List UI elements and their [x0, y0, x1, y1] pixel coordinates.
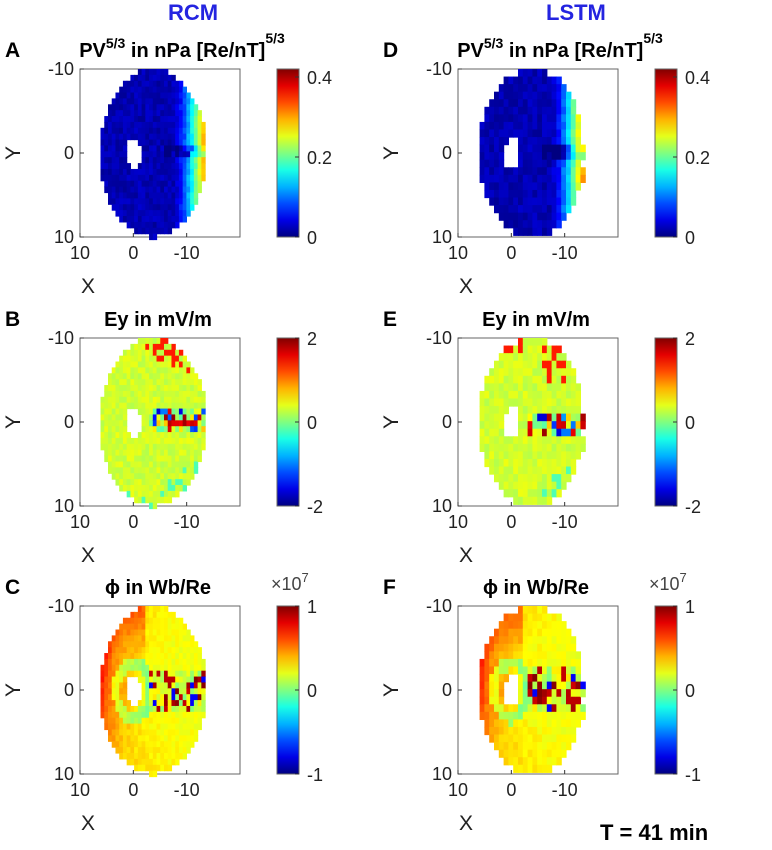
colorbar-multiplier: ×107 [271, 570, 309, 594]
y-axis-label: Y [2, 415, 25, 429]
x-tick-label: -10 [174, 780, 200, 800]
y-tick-label: 0 [442, 680, 452, 700]
colorbar-tick-label: 0 [307, 681, 317, 701]
y-axis-label: Y [380, 683, 403, 697]
y-tick-label: -10 [426, 328, 452, 348]
colorbar-tick-label: 1 [685, 597, 695, 617]
panel-d: D PV5/3 in nPa [Re/nT]5/3 10 0 -10 -10 0 10 X Y 0 0… [380, 30, 710, 298]
y-axis-label: Y [380, 146, 403, 160]
x-axis-label: X [459, 275, 473, 298]
x-tick-label: 0 [506, 512, 516, 532]
panel-letter: D [383, 39, 398, 62]
colorbar-tick-label: -1 [307, 765, 323, 785]
y-tick-label: -10 [48, 596, 74, 616]
x-tick-label: 0 [128, 512, 138, 532]
y-tick-label: 10 [432, 496, 452, 516]
panel-letter: A [5, 39, 20, 62]
x-tick-label: -10 [552, 512, 578, 532]
y-axis-label: Y [2, 146, 25, 160]
colorbar-tick-label: 0 [307, 413, 317, 433]
colorbar-tick-label: 0.2 [307, 148, 332, 168]
x-axis-label: X [81, 812, 95, 835]
y-axis-label: Y [2, 683, 25, 697]
colorbar-tick-label: 0 [307, 228, 317, 248]
y-tick-label: 10 [54, 764, 74, 784]
colorbar-tick-label: -2 [685, 497, 701, 517]
x-tick-label: 10 [70, 243, 90, 263]
panel-title: ϕ in Wb/Re [105, 577, 211, 599]
panel-b: B Ey in mV/m 10 0 -10 -10 0 10 X Y -2 0 2 [2, 308, 323, 567]
time-label: T = 41 min [600, 820, 709, 845]
panel-a: A PV5/3 in nPa [Re/nT]5/3 10 0 -10 -10 0 10 X Y 0 0… [2, 30, 332, 298]
x-axis-label: X [459, 544, 473, 567]
panel-title: PV5/3 in nPa [Re/nT]5/3 [79, 30, 285, 62]
y-tick-label: 0 [442, 143, 452, 163]
x-tick-label: -10 [552, 780, 578, 800]
x-tick-label: 0 [506, 780, 516, 800]
panel-e: E Ey in mV/m 10 0 -10 -10 0 10 X Y -2 0 2 [380, 308, 701, 567]
y-tick-label: 10 [432, 227, 452, 247]
y-tick-label: 10 [54, 227, 74, 247]
y-tick-label: -10 [426, 596, 452, 616]
x-axis-label: X [81, 275, 95, 298]
colorbar-tick-label: 2 [685, 329, 695, 349]
colorbar-tick-label: -1 [685, 765, 701, 785]
colorbar-tick-label: -2 [307, 497, 323, 517]
x-tick-label: -10 [174, 243, 200, 263]
colorbar-tick-label: 0 [685, 228, 695, 248]
x-tick-label: 10 [448, 780, 468, 800]
y-axis-label: Y [380, 415, 403, 429]
panel-letter: C [5, 576, 20, 599]
colorbar-tick-label: 0.2 [685, 148, 710, 168]
colorbar-tick-label: 0 [685, 413, 695, 433]
y-tick-label: 0 [64, 412, 74, 432]
colorbar [276, 68, 300, 238]
y-tick-label: 0 [64, 680, 74, 700]
panel-title: PV5/3 in nPa [Re/nT]5/3 [457, 30, 663, 62]
x-tick-label: 0 [506, 243, 516, 263]
panel-letter: B [5, 308, 20, 331]
colorbar-multiplier: ×107 [649, 570, 687, 594]
panel-title: ϕ in Wb/Re [483, 577, 589, 599]
panel-title: Ey in mV/m [104, 309, 212, 331]
x-tick-label: 0 [128, 243, 138, 263]
y-tick-label: 10 [54, 496, 74, 516]
x-tick-label: -10 [552, 243, 578, 263]
colorbar-tick-label: 1 [307, 597, 317, 617]
x-tick-label: -10 [174, 512, 200, 532]
y-tick-label: -10 [48, 328, 74, 348]
colorbar-tick-label: 2 [307, 329, 317, 349]
heatmap-cells [479, 338, 586, 505]
heatmap-cells [100, 338, 206, 510]
heatmap-cells [100, 606, 206, 778]
y-tick-label: -10 [426, 59, 452, 79]
y-tick-label: -10 [48, 59, 74, 79]
panel-letter: E [383, 308, 397, 331]
x-tick-label: 10 [70, 780, 90, 800]
colorbar [654, 68, 678, 238]
x-tick-label: 10 [448, 243, 468, 263]
column-title-lstm: LSTM [546, 0, 606, 25]
column-title-rcm: RCM [168, 0, 219, 25]
heatmap-cells [100, 69, 206, 241]
x-axis-label: X [81, 544, 95, 567]
heatmap-cells [479, 69, 586, 236]
x-tick-label: 10 [448, 512, 468, 532]
colorbar-tick-label: 0.4 [307, 68, 332, 88]
x-axis-label: X [459, 812, 473, 835]
y-tick-label: 10 [432, 764, 452, 784]
y-tick-label: 0 [442, 412, 452, 432]
x-tick-label: 10 [70, 512, 90, 532]
y-tick-label: 0 [64, 143, 74, 163]
colorbar-tick-label: 0 [685, 681, 695, 701]
colorbar-tick-label: 0.4 [685, 68, 710, 88]
x-tick-label: 0 [128, 780, 138, 800]
panel-letter: F [383, 576, 396, 599]
panel-title: Ey in mV/m [482, 309, 590, 331]
heatmap-cells [479, 606, 586, 773]
